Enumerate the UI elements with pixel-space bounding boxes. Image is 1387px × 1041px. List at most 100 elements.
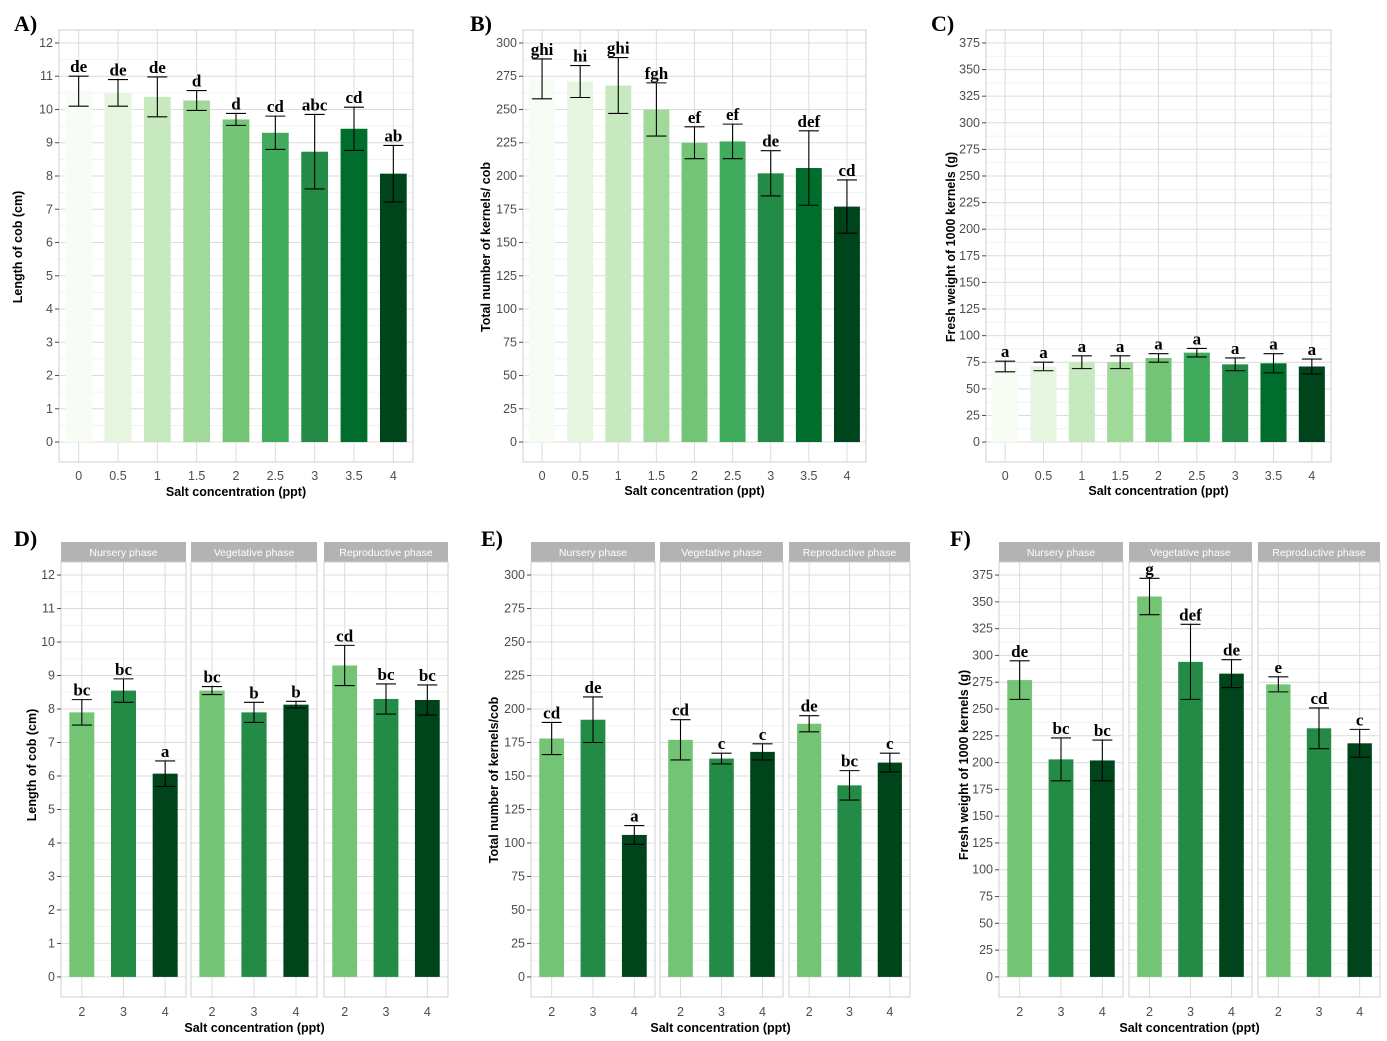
panel-e-bar <box>668 739 693 977</box>
panel-c-x-tick-label: 0.5 <box>1035 469 1052 483</box>
panel-d-significance-letter: bc <box>419 666 436 685</box>
panel-b-bar <box>529 78 556 443</box>
panel-f-bar <box>1266 684 1291 977</box>
panel-a-bar <box>104 92 132 443</box>
panel-b-bar <box>643 109 670 443</box>
panel-e-x-tick-label: 3 <box>846 1005 853 1019</box>
panel-e-facet-strip-label: Reproductive phase <box>803 547 897 559</box>
panel-e-y-tick-label: 300 <box>504 568 525 582</box>
panel-b-significance-letter: de <box>762 132 779 151</box>
panel-b-x-tick-label: 0 <box>539 469 546 483</box>
panel-e-x-tick-label: 2 <box>806 1005 813 1019</box>
panel-d-significance-letter: bc <box>115 660 132 679</box>
panel-d-x-tick-label: 2 <box>78 1005 85 1019</box>
panel-b-bar <box>719 141 746 443</box>
panel-a-y-axis-title: Length of cob (cm) <box>11 191 25 304</box>
panel-c-y-tick-label: 250 <box>959 169 980 183</box>
panel-d-bar <box>241 712 267 977</box>
panel-c-y-tick-label: 75 <box>966 355 980 369</box>
panel-d-y-tick-label: 9 <box>48 669 55 683</box>
panel-b-bar <box>795 168 822 443</box>
panel-f-plot-frame <box>1128 561 1253 998</box>
panel-c: C) a 0 a 0.5 a 1 a 1.5 a 2 a 2.5 a 3 a 3.5 a 4 0 25 50 75 100 12… <box>931 11 1332 498</box>
panel-a-bar <box>183 100 211 443</box>
panel-f-significance-letter: bc <box>1053 719 1070 738</box>
panel-f-x-tick-label: 3 <box>1058 1005 1065 1019</box>
panel-b-significance-letter: fgh <box>645 64 669 83</box>
panel-e-bar <box>580 719 606 977</box>
panel-d-significance-letter: cd <box>336 626 354 645</box>
panel-f-significance-letter: bc <box>1094 721 1111 740</box>
panel-c-y-tick-label: 325 <box>959 89 980 103</box>
panel-a-y-tick-label: 0 <box>46 435 53 449</box>
panel-d-plot-frame <box>323 561 449 998</box>
panel-c-plot-frame <box>985 29 1332 463</box>
panel-f-y-tick-label: 25 <box>979 943 993 957</box>
panel-a-bar <box>379 173 407 443</box>
panel-c-bar <box>1068 362 1095 443</box>
panel-e-x-tick-label: 3 <box>718 1005 725 1019</box>
panel-f-bar <box>1007 680 1033 977</box>
panel-f-y-tick-label: 75 <box>979 890 993 904</box>
panel-f-x-tick-label: 2 <box>1016 1005 1023 1019</box>
panel-f-x-tick-label: 2 <box>1275 1005 1282 1019</box>
panel-a: A)de0de0.5de1d1.5d2cd2.5abc3cd3.5ab40123… <box>11 11 414 499</box>
panel-f-facet: Reproductive phase e 2 cd 3 c 4 <box>1257 542 1381 1019</box>
panel-f-x-tick-label: 4 <box>1228 1005 1235 1019</box>
panel-c-x-tick-label: 4 <box>1308 469 1315 483</box>
panel-a-bar <box>261 132 289 443</box>
panel-f-y-tick-label: 150 <box>972 809 993 823</box>
panel-e-significance-letter: de <box>801 697 818 716</box>
panel-d-y-tick-label: 0 <box>48 970 55 984</box>
panel-d-significance-letter: bc <box>378 665 395 684</box>
panel-e-y-tick-label: 125 <box>504 802 525 816</box>
panel-c-y-tick-label: 275 <box>959 142 980 156</box>
panel-b-significance-letter: ghi <box>607 39 630 58</box>
panel-d-bar <box>283 704 309 977</box>
panel-f-significance-letter: e <box>1275 658 1283 677</box>
panel-f-facet-strip-label: Nursery phase <box>1027 547 1095 559</box>
panel-d-plot-frame <box>190 561 318 998</box>
panel-d-x-axis-title: Salt concentration (ppt) <box>184 1021 324 1035</box>
panel-e-bar <box>797 723 822 977</box>
panel-c-bar <box>1298 366 1325 443</box>
panel-e-x-tick-label: 4 <box>886 1005 893 1019</box>
panel-d-bar <box>152 773 178 977</box>
panel-c-x-tick-label: 3 <box>1232 469 1239 483</box>
panel-e-significance-letter: c <box>886 734 894 753</box>
panel-f-bar <box>1219 673 1244 977</box>
panel-b-y-tick-label: 225 <box>496 136 517 150</box>
panel-c-significance-letter: a <box>1308 340 1317 359</box>
panel-e-bar <box>837 785 862 977</box>
panel-c-significance-letter: a <box>1039 343 1048 362</box>
panel-d-x-tick-label: 2 <box>341 1005 348 1019</box>
panel-d-bar <box>332 665 358 977</box>
panel-c-y-tick-label: 150 <box>959 275 980 289</box>
panel-c-bar <box>1107 362 1134 443</box>
panel-b-y-axis-title: Total number of kernels/ cob <box>479 162 493 332</box>
panel-a-bar <box>143 96 171 443</box>
panel-f-significance-letter: g <box>1145 559 1154 578</box>
panel-e-significance-letter: a <box>630 807 639 826</box>
panel-d-facet: Vegetative phase bc 2 b 3 b 4 <box>190 542 318 1019</box>
panel-b-significance-letter: cd <box>838 161 856 180</box>
panel-e-y-tick-label: 225 <box>504 669 525 683</box>
panel-e-y-tick-label: 250 <box>504 635 525 649</box>
panel-d-significance-letter: b <box>249 683 258 702</box>
panel-e-y-tick-label: 0 <box>518 970 525 984</box>
panel-e-plot-frame <box>788 561 911 998</box>
panel-f-label: F) <box>950 526 971 551</box>
panel-e-x-tick-label: 3 <box>590 1005 597 1019</box>
panel-b-significance-letter: ghi <box>531 40 554 59</box>
panel-e-plot-frame <box>530 561 656 998</box>
panel-b-significance-letter: ef <box>726 105 740 124</box>
panel-d-y-tick-label: 11 <box>42 602 55 616</box>
panel-d-facet-strip-label: Nursery phase <box>89 547 157 559</box>
panel-b-significance-letter: hi <box>573 47 587 66</box>
panel-c-y-tick-label: 225 <box>959 196 980 210</box>
panel-c-significance-letter: a <box>1269 335 1278 354</box>
panel-f-y-tick-label: 350 <box>972 595 993 609</box>
